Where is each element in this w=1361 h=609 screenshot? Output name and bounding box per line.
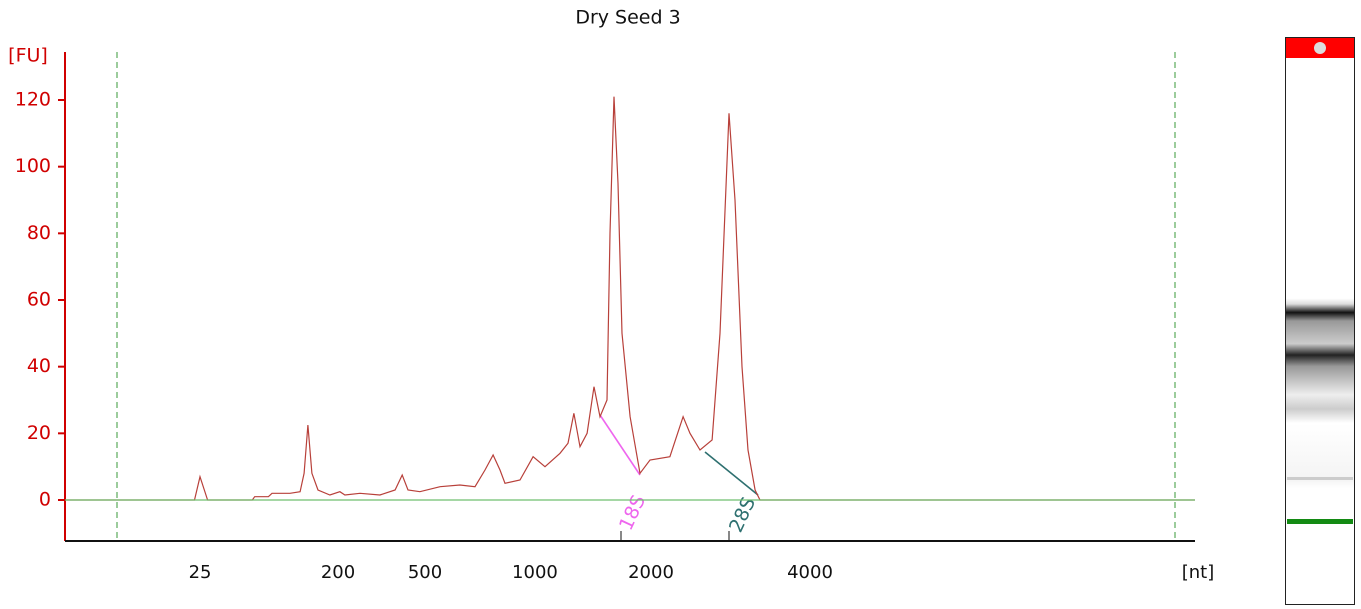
y-tick-label: 40 [27, 355, 51, 377]
gel-lane [1285, 37, 1355, 605]
y-tick-label: 100 [15, 155, 51, 177]
trace [65, 96, 1195, 501]
chart-title: Dry Seed 3 [575, 7, 680, 29]
gel-marker-band [1287, 519, 1353, 524]
gel-band [1287, 477, 1353, 480]
x-axis-label: [nt] [1182, 562, 1215, 583]
x-tick-label: 25 [189, 562, 212, 583]
y-axis-label: [FU] [8, 45, 48, 67]
x-tick-label: 500 [408, 562, 442, 583]
y-tick-label: 20 [27, 422, 51, 444]
annotation-18s: 18S [615, 492, 650, 534]
y-tick-label: 60 [27, 289, 51, 311]
x-tick-label: 4000 [787, 562, 833, 583]
y-tick-label: 0 [39, 489, 51, 511]
18s-fragment-line [599, 414, 641, 476]
y-tick-label: 80 [27, 222, 51, 244]
x-tick-label: 2000 [628, 562, 674, 583]
gel-lane-frame [1285, 37, 1355, 605]
28s-fragment-line [704, 451, 759, 496]
gel-well [1314, 42, 1326, 54]
y-tick-label: 120 [15, 89, 51, 111]
x-tick-label: 200 [321, 562, 355, 583]
x-tick-label: 1000 [512, 562, 558, 583]
